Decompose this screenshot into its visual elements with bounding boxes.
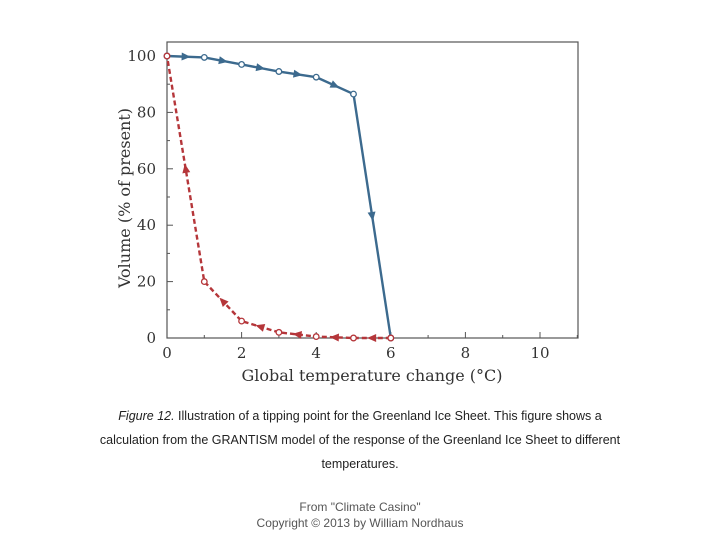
x-tick-label: 10 [530,344,549,362]
data-point [312,333,320,341]
data-point [312,73,320,81]
data-point [275,328,283,336]
caption-line-1: Figure 12. Illustration of a tipping poi… [60,404,660,428]
caption-line-3: temperatures. [321,457,399,471]
direction-arrow [219,297,229,307]
x-tick-label: 2 [237,344,247,362]
data-point [200,278,208,286]
direction-arrow [367,334,377,342]
data-point [350,334,357,342]
data-point [238,61,246,68]
series-group [163,52,395,342]
data-point [350,90,357,98]
direction-arrow [292,330,302,339]
direction-arrow [292,69,303,78]
series-1 [163,52,395,342]
data-point [275,68,283,75]
x-axis-title: Global temperature change (°C) [241,366,502,385]
x-tick-label: 0 [162,344,172,362]
y-tick-label: 100 [127,47,156,65]
direction-arrow [182,163,191,174]
plot-area-border [166,41,579,339]
y-axis-title: Volume (% of present) [115,108,134,289]
credit-source: From "Climate Casino" [299,500,421,514]
data-point [200,53,208,61]
y-tick-label: 40 [137,216,156,234]
data-point [387,334,395,342]
direction-arrow [181,52,191,61]
x-tick-label: 4 [311,344,321,362]
figure-caption: Figure 12. Illustration of a tipping poi… [60,404,660,476]
y-tick-label: 60 [137,160,156,178]
y-tick-label: 20 [137,273,156,291]
data-point [163,52,171,60]
caption-text-1: Illustration of a tipping point for the … [174,409,602,423]
series-line [166,54,392,339]
caption-line-2: calculation from the GRANTISM model of t… [99,433,621,447]
x-tick-label: 6 [386,344,396,362]
direction-arrow [367,211,376,221]
direction-arrow [255,324,266,332]
figure-label: Figure 12. [118,409,175,423]
direction-arrow [329,80,340,88]
series-line [165,55,391,340]
copyright-credit: From "Climate Casino" Copyright © 2013 b… [160,499,560,531]
y-tick-label: 80 [137,103,156,121]
credit-copyright: Copyright © 2013 by William Nordhaus [256,516,464,530]
plot-frame [166,41,579,339]
direction-arrow [329,333,339,342]
y-tick-label: 0 [146,329,156,347]
x-tick-label: 8 [461,344,471,362]
direction-arrow [218,56,228,65]
series-2 [163,52,395,342]
direction-arrow [255,63,266,72]
data-point [238,317,246,325]
